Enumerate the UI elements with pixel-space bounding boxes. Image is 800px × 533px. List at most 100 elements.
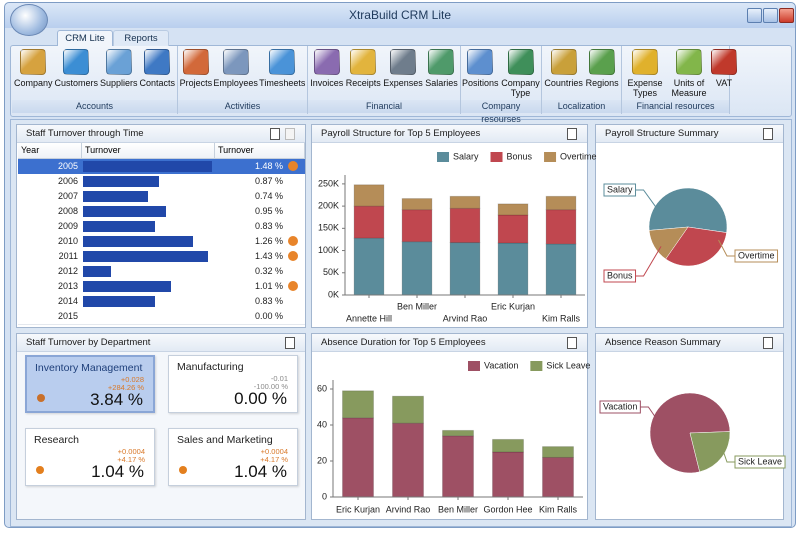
table-row[interactable]: 2011 1.43 %: [18, 249, 305, 265]
turnover-cell: 1.43 %: [254, 251, 283, 261]
ribbon-button-label: VAT: [715, 78, 733, 88]
ribbon-button[interactable]: Regions: [586, 49, 619, 88]
ribbon-button-label: Units of Measure: [671, 78, 707, 98]
ribbon-tab[interactable]: CRM Lite: [57, 30, 113, 46]
department-card[interactable]: Research +0.0004 +4.17 % 1.04 %: [25, 428, 155, 486]
panel-header: Staff Turnover by Department: [17, 334, 305, 352]
department-value: 3.84 %: [90, 390, 143, 409]
table-row[interactable]: 2010 1.26 %: [18, 234, 305, 250]
ribbon-button[interactable]: Invoices: [310, 49, 343, 88]
ribbon-button-label: Salaries: [425, 78, 458, 88]
turnover-cell: 0.87 %: [254, 176, 283, 186]
ribbon-button-label: Employees: [213, 78, 258, 88]
table-row[interactable]: 2013 1.01 %: [18, 279, 305, 295]
ribbon-button[interactable]: Projects: [179, 49, 213, 88]
ribbon-button[interactable]: Units of Measure: [667, 49, 711, 98]
column-header: Turnover: [82, 143, 215, 159]
ribbon-button-label: Suppliers: [99, 78, 138, 88]
table-row[interactable]: 2009 0.83 %: [18, 219, 305, 235]
export-button[interactable]: [567, 128, 577, 140]
print-button[interactable]: [285, 128, 295, 140]
minimize-button[interactable]: [747, 8, 762, 23]
ribbon-button-label: Timesheets: [259, 78, 306, 88]
ribbon-group-label: Financial: [308, 100, 460, 113]
ribbon-button[interactable]: Positions: [462, 49, 499, 98]
ribbon-button[interactable]: VAT: [711, 49, 737, 98]
year-cell: 2014: [57, 296, 78, 306]
ribbon-items: Company Customers Suppliers Contacts: [12, 46, 177, 88]
department-name: Manufacturing: [177, 361, 244, 373]
ribbon-button[interactable]: Employees: [213, 49, 258, 88]
department-card[interactable]: Manufacturing -0.01 -100.00 % 0.00 %: [168, 355, 298, 413]
ribbon-button-label: Company Type: [501, 78, 540, 98]
turnover-bar: [83, 161, 212, 172]
ribbon-button-label: Projects: [179, 78, 213, 88]
table-row[interactable]: 2006 0.87 %: [18, 174, 305, 190]
ribbon-button[interactable]: Customers: [54, 49, 98, 88]
ribbon-button[interactable]: Receipts: [346, 49, 381, 88]
department-card[interactable]: Sales and Marketing +0.0004 +4.17 % 1.04 %: [168, 428, 298, 486]
panel-header: Payroll Structure Summary: [596, 125, 783, 143]
turnover-bar: [83, 191, 148, 202]
ribbon-button[interactable]: Suppliers: [100, 49, 138, 88]
year-cell: 2012: [57, 266, 78, 276]
turnover-bar: [83, 221, 156, 232]
ribbon-button-label: Countries: [544, 78, 583, 88]
ribbon-button[interactable]: Contacts: [139, 49, 175, 88]
ribbon-button[interactable]: Expenses: [383, 49, 423, 88]
table-row[interactable]: 2015 0.00 %: [18, 309, 305, 325]
ribbon-icon: [589, 49, 616, 75]
department-name: Research: [34, 434, 79, 446]
ribbon-tab[interactable]: Reports: [113, 30, 169, 46]
ribbon-button[interactable]: Countries: [544, 49, 583, 88]
indicator: [37, 394, 45, 402]
app-button[interactable]: [10, 4, 48, 36]
export-button[interactable]: [270, 128, 280, 140]
ribbon-icon: [63, 49, 90, 75]
department-card[interactable]: Inventory Management +0.028 +284.26 % 3.84 …: [25, 355, 155, 413]
maximize-button[interactable]: [763, 8, 778, 23]
ribbon-items: Positions Company Type: [461, 46, 541, 98]
panel-header: Absence Reason Summary: [596, 334, 783, 352]
turnover-cell: 0.00 %: [254, 311, 283, 321]
delta-percent: +284.26 %: [107, 383, 144, 392]
turnover-cell: 0.74 %: [254, 191, 283, 201]
ribbon-button-label: Positions: [462, 78, 499, 88]
ribbon-button[interactable]: Timesheets: [259, 49, 305, 88]
alert-indicator: [288, 251, 298, 261]
table-row[interactable]: 2014 0.83 %: [18, 294, 305, 310]
delta-percent: +4.17 %: [117, 455, 145, 464]
ribbon-button-label: Regions: [585, 78, 619, 88]
ribbon-button[interactable]: Expense Types: [623, 49, 667, 98]
close-button[interactable]: [779, 8, 794, 23]
year-cell: 2007: [57, 191, 78, 201]
year-cell: 2011: [58, 251, 78, 261]
export-button[interactable]: [763, 337, 773, 349]
ribbon-group: Company Customers Suppliers Contacts Account…: [12, 46, 178, 114]
export-button[interactable]: [567, 337, 577, 349]
ribbon-icon: [144, 49, 171, 75]
table-row[interactable]: 2007 0.74 %: [18, 189, 305, 205]
ribbon-button[interactable]: Company Type: [499, 49, 543, 98]
ribbon-button-label: Receipts: [345, 78, 381, 88]
year-cell: 2005: [57, 161, 78, 171]
ribbon-button[interactable]: Company: [14, 49, 53, 88]
export-button[interactable]: [285, 337, 295, 349]
panel-title: Absence Duration for Top 5 Employees: [321, 337, 486, 348]
year-cell: 2013: [57, 281, 78, 291]
ribbon-group-label: Accounts: [12, 100, 177, 113]
column-header: Year: [18, 143, 82, 159]
ribbon-icon: [711, 49, 737, 75]
table-row[interactable]: 2012 0.32 %: [18, 264, 305, 280]
table-row[interactable]: 2008 0.95 %: [18, 204, 305, 220]
export-button[interactable]: [763, 128, 773, 140]
table-row[interactable]: 2005 1.48 %: [18, 159, 305, 175]
department-value: 1.04 %: [91, 462, 144, 481]
column-header: Turnover: [215, 143, 305, 159]
year-cell: 2008: [57, 206, 78, 216]
ribbon-button[interactable]: Salaries: [425, 49, 458, 88]
delta: +0.0004: [117, 447, 145, 456]
ribbon-button-label: Invoices: [310, 78, 344, 88]
year-cell: 2006: [57, 176, 78, 186]
